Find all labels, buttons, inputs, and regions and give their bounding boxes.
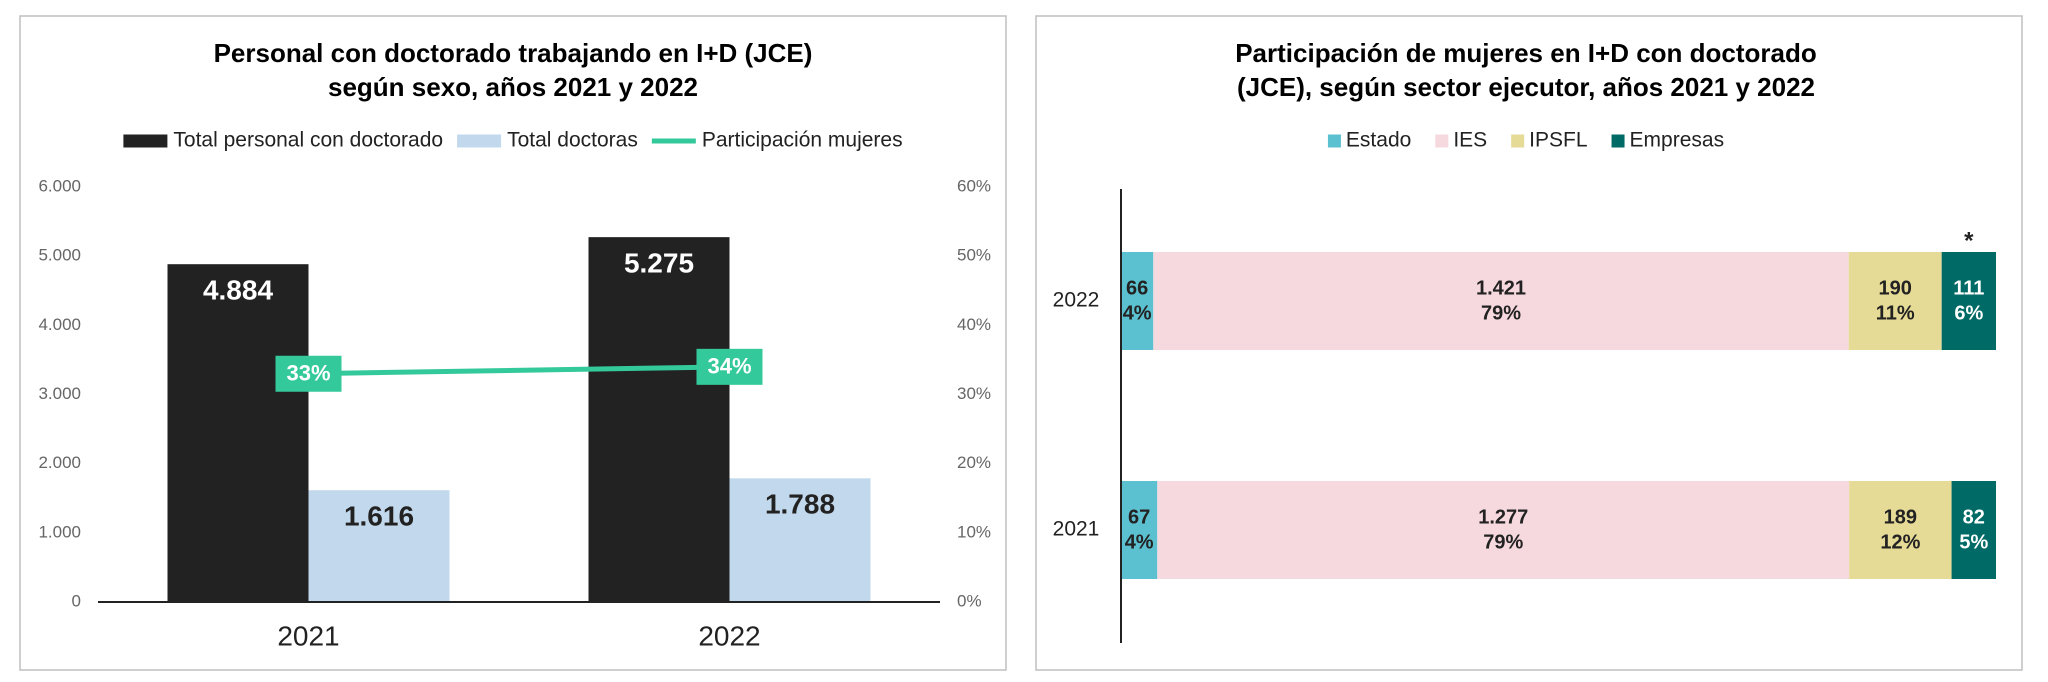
legend-label: IPSFL [1529,129,1587,152]
legend-swatch [1511,134,1525,148]
bar-segment [1848,252,1942,350]
segment-value-label: 111 [1953,277,1984,299]
y-tick-label: 0 [72,591,81,610]
legend-label: IES [1453,129,1487,152]
y2-tick-label: 0% [957,591,982,610]
segment-share-label: 4% [1125,531,1154,553]
segment-value-label: 82 [1963,506,1985,528]
bar-value-label: 4.884 [203,275,273,306]
y2-tick-label: 50% [957,246,991,265]
y2-tick-label: 30% [957,384,991,403]
bar-segment [1153,252,1849,350]
bar [729,478,871,602]
chart-title: Participación de mujeres en I+D con doct… [1235,38,1817,68]
segment-share-label: 4% [1123,302,1152,324]
legend: Total personal con doctorado Total doctor… [123,129,903,152]
legend-swatch [123,134,168,148]
bar-value-label: 1.788 [765,489,835,520]
chart-title: según sexo, años 2021 y 2022 [328,72,698,102]
y-tick-label: 6.000 [38,176,81,195]
segment-value-label: 66 [1126,277,1148,299]
bar-segment [1157,481,1850,579]
annotation: * [1964,227,1974,254]
chart-title: Personal con doctorado trabajando en I+D… [214,38,813,68]
y-tick-label: 3.000 [38,384,81,403]
bar-value-label: 1.616 [344,501,414,532]
y-tick-label: 2.000 [38,453,81,472]
bar [308,490,450,602]
bar-segment [1951,481,1996,579]
legend-swatch [457,134,502,148]
legend-label: Participación mujeres [702,129,903,152]
legend-label: Total doctoras [507,129,638,152]
bar-value-label: 5.275 [624,248,694,279]
segment-share-label: 6% [1954,302,1983,324]
legend: Estado IES IPSFL Empresas [1327,129,1725,152]
y-tick-label: 1.000 [38,522,81,541]
line-label-box [696,348,763,385]
legend-swatch [1435,134,1449,148]
segment-share-label: 12% [1880,531,1920,553]
legend-label: Total personal con doctorado [173,129,443,152]
bar-segment [1121,481,1158,579]
segment-share-label: 11% [1876,302,1915,324]
y-tick-label: 4.000 [38,315,81,334]
segment-value-label: 190 [1879,277,1912,299]
x-tick-label: 2021 [277,620,339,651]
segment-value-label: 1.421 [1476,277,1526,299]
x-tick-label: 2022 [698,620,760,651]
segment-share-label: 79% [1481,302,1521,324]
legend-label: Empresas [1630,129,1725,152]
y2-tick-label: 60% [957,176,991,195]
legend-swatch [1327,134,1341,148]
line-label-box [275,355,342,392]
legend-swatch [1611,134,1625,148]
legend-label: Estado [1346,129,1411,152]
y2-tick-label: 20% [957,453,991,472]
bar [588,237,730,603]
bar-segment [1849,481,1952,579]
segment-value-label: 189 [1884,506,1917,528]
segment-value-label: 1.277 [1478,506,1528,528]
y-tick-label: 2021 [1053,518,1100,541]
line-value-label: 33% [286,361,330,386]
line-value-label: 34% [707,354,751,379]
bar-segment [1121,252,1154,350]
y-tick-label: 5.000 [38,246,81,265]
bar [167,264,309,602]
segment-value-label: 67 [1128,506,1150,528]
segment-share-label: 79% [1483,531,1523,553]
y2-tick-label: 40% [957,315,991,334]
y-tick-label: 2022 [1053,289,1100,312]
chart-title: (JCE), según sector ejecutor, años 2021 … [1237,72,1815,102]
bar-segment [1941,252,1996,350]
line [308,364,730,377]
y2-tick-label: 10% [957,522,991,541]
segment-share-label: 5% [1959,531,1988,553]
